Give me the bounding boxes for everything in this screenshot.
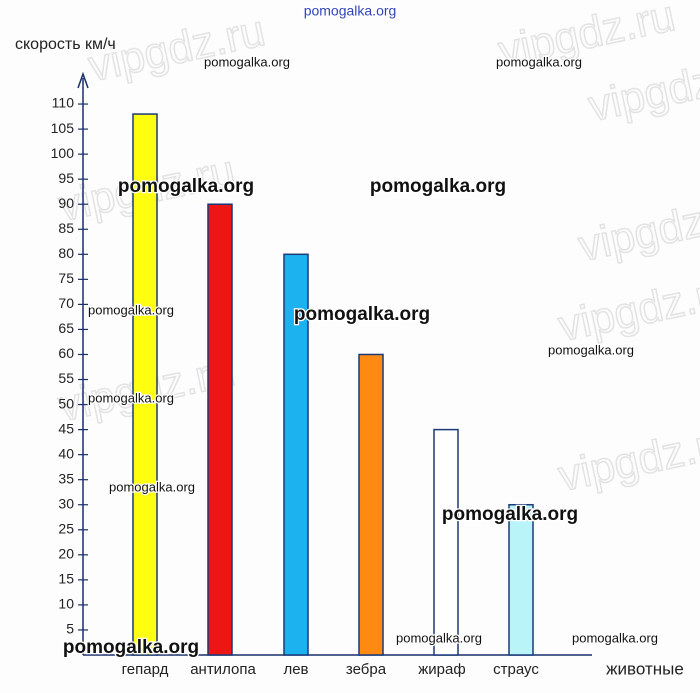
watermark: pomogalka.org [204,54,290,69]
watermark: pomogalka.org [304,3,397,19]
x-tick-label: антилопа [190,661,256,678]
x-tick-label: жираф [418,661,465,678]
watermark: pomogalka.org [442,504,578,525]
y-tick-label: 30 [58,495,74,511]
y-tick-label: 10 [58,596,74,612]
y-tick-label: 50 [58,395,74,411]
watermark: pomogalka.org [548,342,634,357]
y-tick-label: 65 [58,320,74,336]
x-tick-label: страус [493,661,539,678]
y-tick-label: 95 [58,170,74,186]
y-tick-label: 20 [58,546,74,562]
y-tick-label: 25 [58,520,74,536]
y-tick-label: 110 [52,95,75,111]
bar [283,253,309,656]
y-tick-label: 40 [58,445,74,461]
bar [508,503,534,656]
y-tick-label: 75 [58,270,74,286]
y-axis-label: скорость км/ч [15,36,116,53]
y-tick-label: 5 [66,621,74,637]
y-tick-label: 15 [58,571,74,587]
watermark: pomogalka.org [109,479,195,494]
y-tick-label: 35 [58,470,74,486]
watermark: pomogalka.org [88,390,174,405]
x-axis-label: животные [606,659,684,678]
bar [132,113,158,656]
x-tick-label: лев [283,661,308,678]
watermark: pomogalka.org [370,176,506,197]
watermark: pomogalka.org [88,302,174,317]
y-tick-label: 90 [58,195,74,211]
bar [207,203,233,656]
watermark: pomogalka.org [396,630,482,645]
y-tick-label: 100 [51,145,75,161]
bar [433,428,459,656]
watermark: pomogalka.org [572,630,658,645]
y-tick-label: 45 [58,420,74,436]
x-tick-label: гепард [122,661,169,678]
y-tick-label: 70 [58,295,74,311]
y-tick-label: 105 [51,120,75,136]
x-tick-label: зебра [346,661,387,678]
y-axis-arrow [77,71,89,89]
watermark: pomogalka.org [118,176,254,197]
y-tick-label: 80 [58,245,74,261]
watermark: pomogalka.org [496,54,582,69]
bar [358,353,384,656]
y-tick-label: 55 [58,370,74,386]
watermark: pomogalka.org [63,637,199,658]
y-tick-label: 60 [58,345,74,361]
y-tick-label: 85 [58,220,74,236]
watermark: pomogalka.org [294,304,430,325]
